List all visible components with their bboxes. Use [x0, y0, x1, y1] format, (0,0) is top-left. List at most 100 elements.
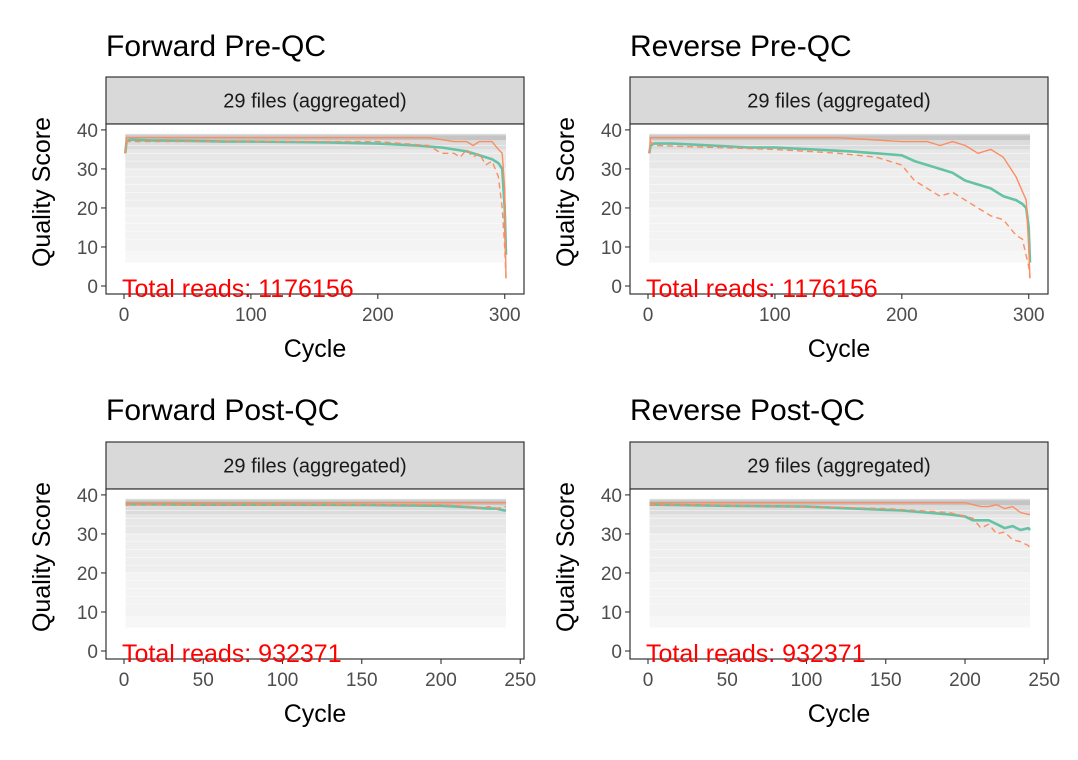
- x-tick-label: 300: [1013, 305, 1045, 326]
- total-reads-label: Total reads: 932371: [122, 640, 342, 668]
- y-tick-label: 40: [77, 486, 98, 507]
- panel-title: Reverse Pre-QC: [630, 30, 852, 63]
- facet-strip: [629, 441, 1049, 490]
- x-axis-title: Cycle: [808, 700, 871, 728]
- series-quartile-line: [125, 504, 506, 510]
- total-reads-label: Total reads: 1176156: [646, 275, 878, 303]
- y-tick-label: 20: [601, 564, 622, 585]
- y-tick-label: 30: [601, 525, 622, 546]
- y-tick-label: 10: [77, 603, 98, 624]
- heatmap-band: [125, 149, 506, 169]
- panel-border: [629, 123, 1049, 295]
- x-tick-label: 50: [193, 670, 214, 691]
- heatmap-band: [125, 168, 506, 208]
- x-tick-label: 100: [759, 305, 791, 326]
- y-axis-title: Quality Score: [552, 117, 580, 267]
- heatmap-band: [649, 207, 1030, 251]
- y-tick-label: 30: [601, 160, 622, 181]
- y-axis-title: Quality Score: [28, 117, 56, 267]
- series-median-line: [649, 502, 1030, 516]
- y-axis-title: Quality Score: [552, 482, 580, 632]
- series-mean-line: [648, 142, 1032, 263]
- x-tick-label: 300: [489, 305, 521, 326]
- panel-border: [105, 123, 525, 295]
- series-median-line: [124, 136, 507, 279]
- x-tick-label: 150: [346, 670, 378, 691]
- y-tick-label: 0: [611, 642, 622, 663]
- panel-border: [629, 488, 1049, 660]
- panel-3: Forward Post-QC 29 files (aggregated) 0 10 2…: [28, 394, 536, 728]
- y-tick-label: 30: [77, 160, 98, 181]
- y-tick-label: 20: [601, 199, 622, 220]
- x-tick-label: 50: [717, 670, 738, 691]
- heatmap-band: [649, 514, 1030, 534]
- quality-heatmap: [125, 498, 507, 628]
- y-tick-label: 20: [77, 199, 98, 220]
- facet-strip-label: 29 files (aggregated): [747, 91, 930, 113]
- heatmap-band: [125, 572, 507, 616]
- y-tick-label: 10: [601, 603, 622, 624]
- x-tick-label: 100: [235, 305, 267, 326]
- x-axis-title: Cycle: [284, 700, 347, 728]
- x-tick-label: 100: [267, 670, 299, 691]
- y-tick-label: 0: [611, 277, 622, 298]
- heatmap-band: [649, 615, 1030, 628]
- facet-strip: [105, 76, 525, 125]
- facet-strip-label: 29 files (aggregated): [223, 456, 406, 478]
- series-quartile-line: [124, 140, 507, 279]
- heatmap-band: [649, 168, 1030, 208]
- x-axis-title: Cycle: [284, 335, 347, 363]
- heatmap-band: [125, 514, 507, 534]
- y-tick-label: 40: [601, 121, 622, 142]
- heatmap-band: [649, 250, 1030, 263]
- heatmap-band: [125, 533, 507, 573]
- x-tick-label: 100: [791, 670, 823, 691]
- y-axis-title: Quality Score: [28, 482, 56, 632]
- panel-title: Forward Post-QC: [106, 394, 339, 427]
- x-tick-label: 0: [119, 670, 130, 691]
- y-tick-label: 30: [77, 525, 98, 546]
- x-axis-title: Cycle: [808, 335, 871, 363]
- heatmap-band: [125, 207, 506, 251]
- total-reads-label: Total reads: 1176156: [122, 275, 354, 303]
- facet-strip-label: 29 files (aggregated): [747, 456, 930, 478]
- y-tick-label: 0: [87, 642, 98, 663]
- x-tick-label: 250: [504, 670, 536, 691]
- series-mean-line: [124, 138, 508, 255]
- facet-strip-label: 29 files (aggregated): [223, 91, 406, 113]
- y-tick-label: 40: [601, 486, 622, 507]
- facet-strip: [105, 441, 525, 490]
- total-reads-label: Total reads: 932371: [646, 640, 866, 668]
- series-median-line: [648, 136, 1031, 279]
- heatmap-band: [125, 250, 506, 263]
- panel-4: Reverse Post-QC 29 files (aggregated) 0 10 2…: [552, 394, 1060, 728]
- x-tick-label: 0: [119, 305, 130, 326]
- x-tick-label: 200: [886, 305, 918, 326]
- panel-1: Forward Pre-QC 29 files (aggregated) 0 10 20…: [28, 30, 525, 363]
- y-tick-label: 10: [77, 238, 98, 259]
- quality-heatmap: [649, 133, 1030, 263]
- panel-border: [105, 488, 525, 660]
- y-tick-label: 40: [77, 121, 98, 142]
- y-tick-label: 20: [77, 564, 98, 585]
- quality-heatmap: [125, 133, 506, 263]
- heatmap-band: [125, 615, 507, 628]
- x-tick-label: 0: [643, 305, 654, 326]
- y-tick-label: 10: [601, 238, 622, 259]
- panel-title: Forward Pre-QC: [106, 30, 326, 63]
- x-tick-label: 0: [643, 670, 654, 691]
- x-tick-label: 150: [870, 670, 902, 691]
- x-tick-label: 200: [425, 670, 457, 691]
- heatmap-band: [649, 572, 1030, 616]
- x-tick-label: 200: [362, 305, 394, 326]
- y-tick-label: 0: [87, 277, 98, 298]
- panel-title: Reverse Post-QC: [630, 394, 865, 427]
- heatmap-band: [649, 533, 1030, 573]
- panel-2: Reverse Pre-QC 29 files (aggregated) 0 10 20…: [552, 30, 1049, 363]
- series-quartile-line: [649, 504, 1031, 550]
- facet-strip: [629, 76, 1049, 125]
- heatmap-band: [649, 149, 1030, 169]
- x-tick-label: 250: [1028, 670, 1060, 691]
- x-tick-label: 200: [949, 670, 981, 691]
